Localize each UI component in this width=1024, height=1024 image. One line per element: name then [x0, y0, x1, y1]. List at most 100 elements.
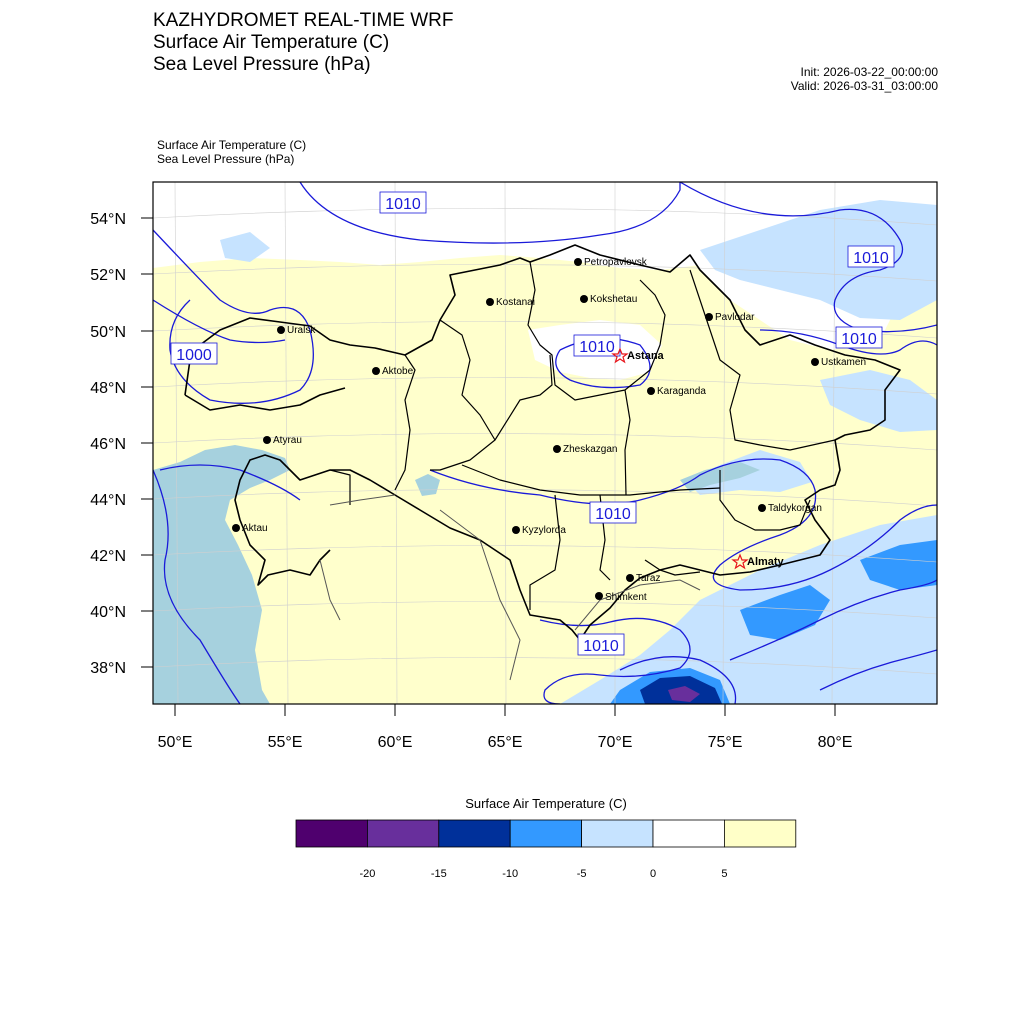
- city-aktobe: Aktobe: [372, 366, 414, 377]
- svg-text:Aktau: Aktau: [242, 523, 268, 534]
- temperature-field-pamir-purple: [668, 686, 700, 702]
- lat-label-48: 48°N: [90, 380, 126, 397]
- svg-text:Uralsk: Uralsk: [287, 325, 316, 336]
- lon-label-75: 75°E: [708, 734, 743, 751]
- lon-label-65: 65°E: [488, 734, 523, 751]
- svg-text:Atyrau: Atyrau: [273, 435, 302, 446]
- lon-label-55: 55°E: [268, 734, 303, 751]
- lat-label-38: 38°N: [90, 660, 126, 677]
- oblast-borders: [329, 261, 836, 610]
- svg-text:Kyzylorda: Kyzylorda: [522, 525, 566, 536]
- colorbar-tick-minus10: -10: [502, 868, 518, 880]
- city-ustkamen: Ustkamen: [811, 357, 866, 368]
- city-taraz: Taraz: [626, 573, 660, 584]
- svg-text:Astana: Astana: [627, 350, 665, 362]
- temperature-field-nw-lightblue: [220, 232, 270, 262]
- forecast-times: Init: 2026-03-22_00:00:00 Valid: 2026-03…: [791, 65, 938, 93]
- longitude-labels: 50°E 55°E 60°E 65°E 70°E 75°E 80°E: [158, 734, 853, 751]
- latitude-labels: 54°N 52°N 50°N 48°N 46°N 44°N 42°N 40°N …: [90, 211, 126, 677]
- city-shimkent: Shimkent: [595, 592, 647, 603]
- svg-text:Petropavlovsk: Petropavlovsk: [584, 257, 648, 268]
- temperature-field-east-blue: [860, 540, 937, 590]
- graticule: [153, 182, 937, 704]
- map-subtitle: Surface Air Temperature (C) Sea Level Pr…: [157, 138, 306, 166]
- svg-text:Kokshetau: Kokshetau: [590, 294, 637, 305]
- colorbar-ticks: -20 -15 -10 -5 0 5: [359, 868, 727, 880]
- city-kostanai: Kostanai: [486, 297, 535, 308]
- colorbar-swatch-5: [581, 819, 654, 848]
- city-zheskazgan: Zheskazgan: [553, 444, 617, 455]
- lat-label-44: 44°N: [90, 492, 126, 509]
- colorbar-swatch-2: [366, 819, 440, 848]
- kazakhstan-border: [184, 244, 901, 641]
- figure-title: KAZHYDROMET REAL-TIME WRF Surface Air Te…: [153, 10, 454, 76]
- isobar-label-astana: 1010: [573, 334, 621, 357]
- init-time: Init: 2026-03-22_00:00:00: [800, 65, 938, 79]
- svg-text:Shimkent: Shimkent: [605, 592, 647, 603]
- isobar-label-south: 1010: [589, 501, 637, 524]
- caspian-sea: [153, 445, 290, 704]
- isobar-label-west: 1000: [170, 342, 218, 365]
- title-line-3: Sea Level Pressure (hPa): [153, 54, 371, 75]
- city-kokshetau: Kokshetau: [580, 294, 637, 305]
- isobar-labels: 1010 1010 1010 1010 1000 1010 1010: [170, 191, 895, 656]
- svg-text:1000: 1000: [176, 347, 212, 364]
- colorbar: [295, 819, 797, 848]
- city-kyzylorda: Kyzylorda: [512, 525, 566, 536]
- svg-text:1010: 1010: [583, 638, 619, 655]
- svg-text:Aktobe: Aktobe: [382, 366, 414, 377]
- aral-sea: [415, 474, 440, 496]
- city-pavlodar: Pavlodar: [705, 312, 755, 323]
- map-plot-area: [153, 182, 937, 704]
- lat-label-50: 50°N: [90, 324, 126, 341]
- svg-text:1010: 1010: [853, 250, 889, 267]
- isobar-label-north: 1010: [379, 191, 427, 214]
- city-atyrau: Atyrau: [263, 435, 302, 446]
- lat-label-54: 54°N: [90, 211, 126, 228]
- city-astana: Astana: [611, 347, 665, 364]
- svg-text:Karaganda: Karaganda: [657, 386, 706, 397]
- axis-ticks: [141, 217, 836, 716]
- lon-label-70: 70°E: [598, 734, 633, 751]
- temperature-field-east-lightblue: [820, 370, 937, 432]
- isobar-label-east: 1010: [835, 326, 883, 349]
- subtitle-pressure: Sea Level Pressure (hPa): [157, 152, 295, 166]
- city-aktau: Aktau: [232, 523, 268, 534]
- isobar-label-southwest: 1010: [577, 633, 625, 656]
- neighbor-borders: [319, 494, 701, 681]
- subtitle-temperature: Surface Air Temperature (C): [157, 138, 307, 152]
- colorbar-swatch-3: [438, 819, 511, 848]
- svg-text:Kostanai: Kostanai: [496, 297, 535, 308]
- colorbar-swatch-6: [652, 819, 725, 848]
- colorbar-tick-0: 0: [650, 868, 656, 880]
- title-line-1: KAZHYDROMET REAL-TIME WRF: [153, 10, 454, 31]
- svg-text:Taraz: Taraz: [636, 573, 660, 584]
- lon-label-60: 60°E: [378, 734, 413, 751]
- lon-label-80: 80°E: [818, 734, 853, 751]
- svg-text:Ustkamen: Ustkamen: [821, 357, 866, 368]
- city-taldykorgan: Taldykorgan: [758, 503, 822, 514]
- lon-label-50: 50°E: [158, 734, 193, 751]
- title-line-2: Surface Air Temperature (C): [153, 32, 390, 53]
- valid-time: Valid: 2026-03-31_03:00:00: [790, 79, 938, 93]
- city-markers: Petropavlovsk Kostanai Kokshetau Pavloda…: [232, 257, 866, 603]
- temperature-field-ne-lightblue: [700, 200, 937, 320]
- city-petropavlovsk: Petropavlovsk: [574, 257, 648, 268]
- colorbar-tick-minus5: -5: [577, 868, 587, 880]
- colorbar-swatch-7: [724, 819, 797, 848]
- colorbar-tick-5: 5: [721, 868, 727, 880]
- svg-text:Almaty: Almaty: [747, 556, 785, 568]
- svg-text:Zheskazgan: Zheskazgan: [563, 444, 617, 455]
- svg-text:1010: 1010: [595, 506, 631, 523]
- city-uralsk: Uralsk: [277, 325, 316, 336]
- lat-label-42: 42°N: [90, 548, 126, 565]
- svg-text:Taldykorgan: Taldykorgan: [768, 503, 822, 514]
- lat-label-46: 46°N: [90, 436, 126, 453]
- city-karaganda: Karaganda: [647, 386, 706, 397]
- colorbar-tick-minus15: -15: [431, 868, 447, 880]
- colorbar-swatch-4: [509, 819, 583, 848]
- city-almaty: Almaty: [731, 553, 785, 570]
- svg-text:1010: 1010: [579, 339, 615, 356]
- lat-label-52: 52°N: [90, 267, 126, 284]
